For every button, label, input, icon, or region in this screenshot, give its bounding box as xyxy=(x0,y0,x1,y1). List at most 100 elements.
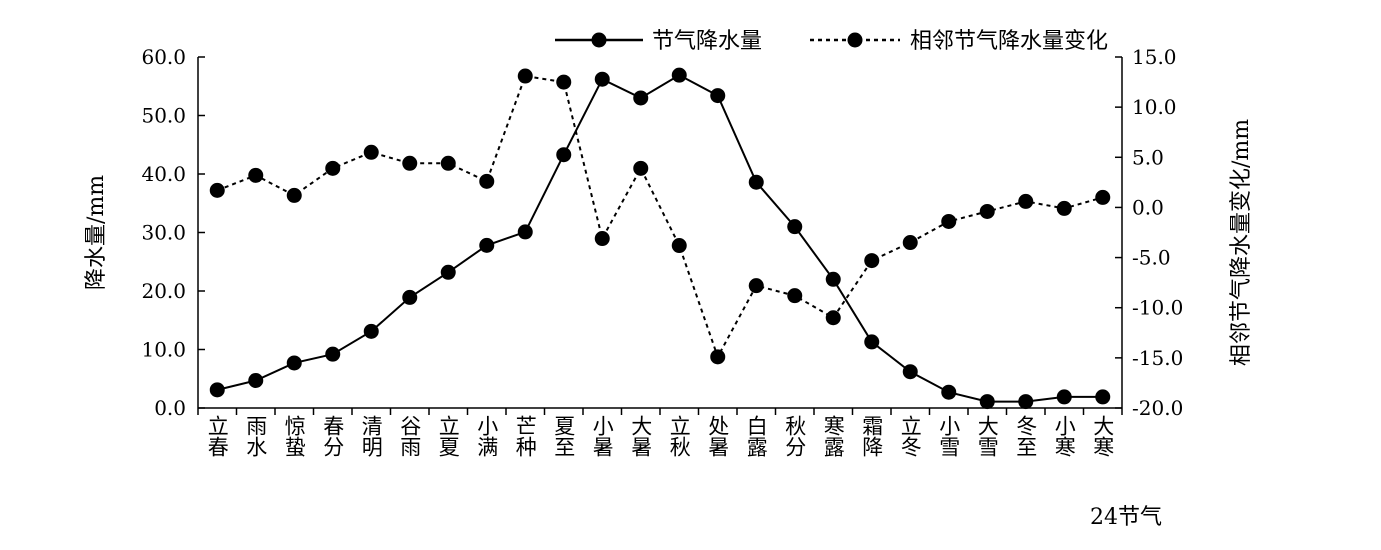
x-category-label: 立秋 xyxy=(667,415,691,457)
series-2-point xyxy=(979,203,995,219)
series-2-point xyxy=(363,144,379,160)
y-right-tick-label: -15.0 xyxy=(1132,346,1183,370)
series-1-point xyxy=(633,90,649,106)
series-2-point xyxy=(556,74,572,90)
x-category-label: 谷雨 xyxy=(398,415,422,457)
series-2-point xyxy=(286,187,302,203)
series-2-point xyxy=(479,173,495,189)
series-1-point xyxy=(248,373,264,389)
series-1-point xyxy=(787,219,803,235)
x-category-label: 秋分 xyxy=(783,415,807,457)
series-2-point xyxy=(710,349,726,365)
series-1-point xyxy=(710,88,726,104)
y-right-axis-title: 相邻节气降水量变化/mm xyxy=(1229,119,1254,366)
x-category-label: 白露 xyxy=(744,415,768,457)
x-category-label: 夏至 xyxy=(552,415,576,457)
x-axis-title: 24节气 xyxy=(1090,505,1162,530)
x-category-label: 处暑 xyxy=(706,415,730,457)
y-right-tick-label: -5.0 xyxy=(1132,246,1171,270)
x-category-label: 春分 xyxy=(321,415,345,457)
y-left-tick-label: 50.0 xyxy=(141,104,186,128)
series-1-point xyxy=(517,224,533,240)
x-category-label: 小满 xyxy=(475,415,499,457)
y-right-tick-label: 5.0 xyxy=(1132,145,1164,169)
series-1-point xyxy=(864,334,880,350)
series-2-point xyxy=(209,182,225,198)
series-1-point xyxy=(402,289,418,305)
y-left-tick-label: 0.0 xyxy=(154,396,186,420)
series-line-1 xyxy=(217,73,1103,403)
y-left-tick-label: 20.0 xyxy=(141,279,186,303)
y-left-tick-label: 10.0 xyxy=(141,338,186,362)
x-category-label: 雨水 xyxy=(244,415,268,457)
series-1-point xyxy=(479,237,495,253)
series-2-point xyxy=(864,253,880,269)
series-2-point xyxy=(787,288,803,304)
series-1-point xyxy=(671,67,687,83)
series-2-point xyxy=(748,278,764,294)
legend: 节气降水量 相邻节气降水量变化 xyxy=(555,29,1108,54)
y-right-tick-label: 15.0 xyxy=(1132,45,1177,69)
series-1-point xyxy=(556,147,572,163)
series-line-2 xyxy=(216,74,1104,360)
y-right-tick-label: -10.0 xyxy=(1132,296,1183,320)
x-category-label: 小暑 xyxy=(590,415,614,457)
legend-marker-1 xyxy=(591,32,607,48)
x-category-label: 霜降 xyxy=(860,415,884,457)
x-category-label: 清明 xyxy=(359,415,383,457)
series-1-point xyxy=(825,271,841,287)
series-1-point xyxy=(941,384,957,400)
legend-label-1: 节气降水量 xyxy=(652,29,762,54)
series-2-point xyxy=(825,310,841,326)
y-left-tick-label: 30.0 xyxy=(141,221,186,245)
series-2-point xyxy=(671,238,687,254)
x-category-label: 立春 xyxy=(205,415,229,457)
y-left-axis-title: 降水量/mm xyxy=(84,175,109,290)
y-right-tick-label: 10.0 xyxy=(1132,95,1177,119)
y-right-tick-label: 0.0 xyxy=(1132,195,1164,219)
series-1-point xyxy=(1056,389,1072,405)
series-1-point xyxy=(209,382,225,398)
series-1-point xyxy=(286,355,302,371)
y-right-tick-label: -20.0 xyxy=(1132,396,1183,420)
x-category-label: 立夏 xyxy=(436,415,460,457)
series-layer xyxy=(209,67,1111,410)
series-1-point xyxy=(363,323,379,339)
series-2-point xyxy=(440,155,456,171)
series-1-point xyxy=(1018,394,1034,410)
legend-label-2: 相邻节气降水量变化 xyxy=(910,29,1108,54)
series-2-point xyxy=(902,235,918,251)
x-category-label: 芒种 xyxy=(513,415,537,457)
series-1-point xyxy=(1095,389,1111,405)
series-1-point xyxy=(594,71,610,87)
y-left-tick-label: 60.0 xyxy=(141,45,186,69)
x-category-label: 冬至 xyxy=(1014,415,1038,457)
series-1-point xyxy=(440,264,456,280)
x-category-label: 小寒 xyxy=(1052,415,1076,457)
series-1-point xyxy=(748,174,764,190)
legend-marker-2 xyxy=(847,32,863,48)
series-2-point xyxy=(248,167,264,183)
series-2-point xyxy=(633,160,649,176)
x-category-label: 大寒 xyxy=(1091,415,1115,457)
series-2-point xyxy=(594,231,610,247)
x-category-label: 立冬 xyxy=(898,415,922,457)
x-category-label: 惊蛰 xyxy=(282,415,306,457)
series-2-point xyxy=(1056,200,1072,216)
series-1-point xyxy=(902,364,918,380)
x-category-label: 寒露 xyxy=(821,415,845,457)
series-2-point xyxy=(517,68,533,84)
y-left-tick-label: 40.0 xyxy=(141,162,186,186)
series-2-point xyxy=(1095,189,1111,205)
series-2-point xyxy=(325,160,341,176)
x-category-label: 大雪 xyxy=(975,415,999,457)
series-1-point xyxy=(979,394,995,410)
series-2-point xyxy=(1018,193,1034,209)
x-category-label: 小雪 xyxy=(937,415,961,457)
series-1-point xyxy=(325,346,341,362)
series-2-point xyxy=(941,213,957,229)
axes: 0.0 10.0 20.0 30.0 40.0 50.0 60.0 -20.0 -15.0 -10… xyxy=(141,45,1183,457)
x-category-label: 大暑 xyxy=(629,415,653,457)
series-2-point xyxy=(402,155,418,171)
